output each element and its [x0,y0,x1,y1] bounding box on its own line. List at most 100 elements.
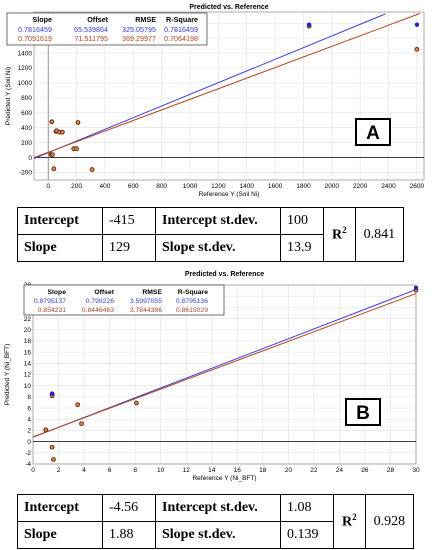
r2-label: R2 [323,207,356,262]
x-axis-label: Reference Y (Ni_BFT) [192,475,256,482]
x-tick-label: 1000 [183,183,198,190]
panel-b-label: B [345,398,381,426]
r2-label: R2 [333,494,366,549]
legend-header: R-Square [166,15,198,24]
legend-value: 0.8795136 [176,298,208,305]
y-tick-label: 200 [21,140,32,147]
data-point-blue [414,22,420,27]
data-point [75,402,81,408]
legend-value: 0.7816459 [18,25,52,34]
x-tick-label: 2200 [353,183,368,190]
r2-letter: R [342,514,353,530]
y-tick-label: 400 [21,125,32,132]
r2-value: 0.928 [364,494,415,549]
x-tick-label: 0 [46,183,50,190]
x-tick-label: 28 [387,467,395,474]
y-axis-label: Predicted Y (Ni_BFT) [4,344,11,406]
data-point-blue [413,285,419,290]
intercept-label: Intercept [17,494,103,522]
x-tick-label: 24 [336,467,344,474]
legend-value: 0.7816459 [164,25,198,34]
y-tick-label: 2 [27,428,31,435]
legend-value: 325.05795 [122,25,156,34]
stats-table-a: Intercept -415 Intercept st.dev. 100 R2 … [17,207,405,262]
legend-value: 369.29977 [122,34,156,43]
x-tick-label: 1800 [296,183,311,190]
y-tick-label: 1200 [18,65,33,72]
y-tick-label: 1400 [18,50,33,57]
x-tick-label: 2 [57,467,61,474]
y-tick-label: 4 [27,416,31,423]
x-tick-label: 600 [128,183,139,190]
legend-header: RMSE [142,289,162,296]
x-tick-label: 0 [31,467,35,474]
slope-sd-label: Slope st.dev. [155,521,281,549]
x-tick-label: 6 [108,467,112,474]
intercept-sd-value: 100 [280,207,324,235]
x-tick-label: 22 [310,467,318,474]
x-tick-label: 26 [361,467,369,474]
plot-frame [32,284,417,465]
data-point [43,427,49,433]
x-tick-label: 1400 [239,183,254,190]
slope-value: 1.88 [102,521,156,549]
slope-sd-value: 0.139 [280,521,334,549]
x-axis-label: Reference Y (Soil Ni) [199,191,260,198]
legend-header: Slope [47,289,66,296]
r2-sup: 2 [352,512,357,523]
x-tick-label: 4 [82,467,86,474]
data-point [89,167,95,172]
legend-header: Offset [94,289,114,296]
stats-legend-box [6,12,208,46]
y-tick-label: 0 [27,439,31,446]
x-tick-label: 400 [99,183,110,190]
y-tick-label: -200 [19,170,32,177]
slope-label: Slope [17,521,103,549]
r2-sup: 2 [342,225,347,236]
legend-value: 0.8615029 [176,307,208,314]
legend-value: 0.854231 [38,307,67,314]
legend-value: 0.7064198 [164,34,198,43]
legend-header: R-Square [178,289,208,296]
legend-value: 0.799226 [86,298,115,305]
x-tick-label: 1200 [211,183,226,190]
y-tick-label: 600 [21,110,32,117]
r2-letter: R [332,227,343,243]
data-point [51,166,57,172]
legend-header: Offset [87,15,108,24]
data-point [50,152,55,158]
intercept-label: Intercept [17,207,103,235]
data-point [74,146,79,152]
legend-value: 71.511795 [75,34,108,43]
x-tick-label: 8 [133,467,137,474]
x-tick-label: 20 [285,467,293,474]
data-point [134,400,139,406]
y-tick-label: 14 [24,361,32,368]
y-tick-label: 1000 [18,80,33,87]
x-tick-label: 2400 [381,183,396,190]
panel-a-label: A [355,118,391,146]
data-point [49,444,55,450]
data-point [59,129,65,135]
y-tick-label: 16 [24,349,32,356]
x-tick-label: 800 [156,183,167,190]
legend-value: 65.539864 [74,25,108,34]
y-tick-label: 0 [28,155,32,162]
legend-value: 3.7844386 [130,307,162,314]
data-point [414,46,420,52]
y-tick-label: 18 [24,338,32,345]
data-point [51,457,56,462]
legend-value: 3.5997055 [130,298,162,305]
regression-line-red [33,13,420,159]
legend-header: RMSE [135,15,156,24]
legend-value: 0.8795137 [34,298,66,305]
x-tick-label: 18 [259,467,267,474]
regression-line-blue [33,13,386,160]
r2-value: 0.841 [354,207,405,262]
x-tick-label: 14 [208,467,216,474]
x-tick-label: 30 [412,467,420,474]
x-tick-label: 200 [71,183,82,190]
intercept-sd-label: Intercept st.dev. [155,207,281,235]
x-tick-label: 12 [183,467,191,474]
